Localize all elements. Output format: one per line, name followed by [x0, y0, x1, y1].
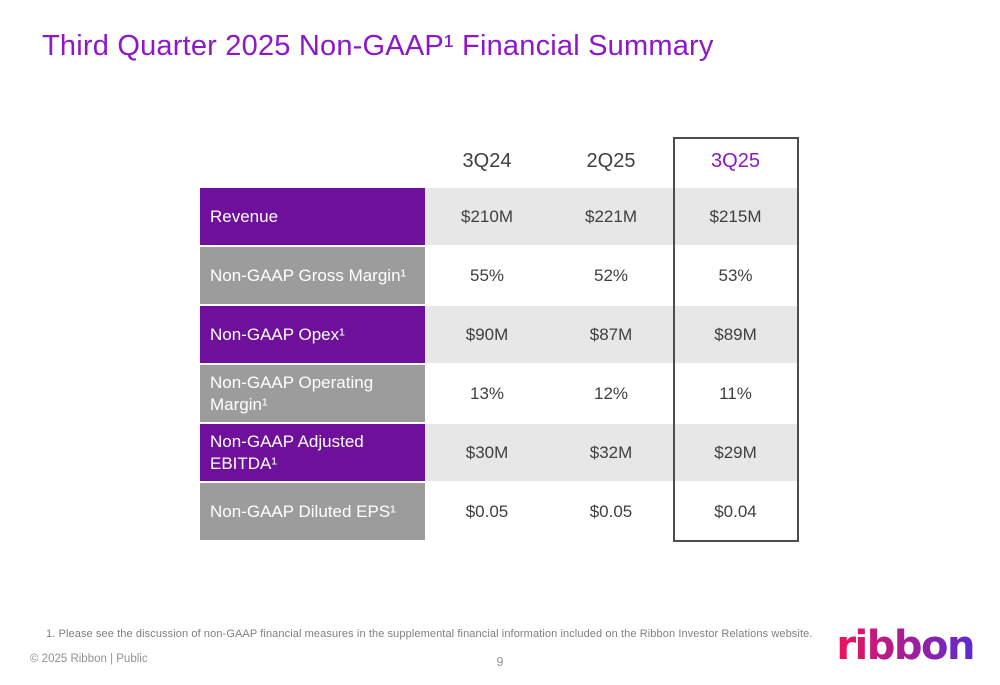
table-cell: 53% — [673, 247, 798, 304]
table-cell: 52% — [549, 247, 673, 304]
financial-summary-table: 3Q24 2Q25 3Q25 Revenue $210M $221M $215M… — [200, 137, 798, 540]
table-cell: 11% — [673, 365, 798, 422]
table-cell: $90M — [425, 306, 549, 363]
table-cell: $0.04 — [673, 483, 798, 540]
footnote: 1. Please see the discussion of non-GAAP… — [46, 628, 813, 640]
table-cell: $32M — [549, 424, 673, 481]
row-header-revenue: Revenue — [200, 188, 425, 245]
row-header-adjusted-ebitda: Non-GAAP Adjusted EBITDA¹ — [200, 424, 425, 481]
table-cell: $87M — [549, 306, 673, 363]
table-corner-cell — [200, 137, 425, 186]
copyright-text: © 2025 Ribbon | Public — [30, 653, 148, 665]
ribbon-logo: ribbon — [836, 623, 975, 669]
row-header-opex: Non-GAAP Opex¹ — [200, 306, 425, 363]
column-header-3q24: 3Q24 — [462, 150, 512, 172]
table-cell: $89M — [673, 306, 798, 363]
table-cell: $210M — [425, 188, 549, 245]
table-cell: $0.05 — [549, 483, 673, 540]
table-cell: 12% — [549, 365, 673, 422]
column-header-3q25: 3Q25 — [711, 150, 760, 172]
row-header-operating-margin: Non-GAAP Operating Margin¹ — [200, 365, 425, 422]
row-header-gross-margin: Non-GAAP Gross Margin¹ — [200, 247, 425, 304]
table-cell: 55% — [425, 247, 549, 304]
column-header-2q25: 2Q25 — [586, 150, 636, 172]
page-number: 9 — [496, 655, 504, 669]
table-cell: 13% — [425, 365, 549, 422]
table-cell: $215M — [673, 188, 798, 245]
table-cell: $221M — [549, 188, 673, 245]
table-cell: $29M — [673, 424, 798, 481]
table-cell: $30M — [425, 424, 549, 481]
row-header-diluted-eps: Non-GAAP Diluted EPS¹ — [200, 483, 425, 540]
page-title: Third Quarter 2025 Non-GAAP¹ Financial S… — [42, 30, 714, 62]
table-cell: $0.05 — [425, 483, 549, 540]
